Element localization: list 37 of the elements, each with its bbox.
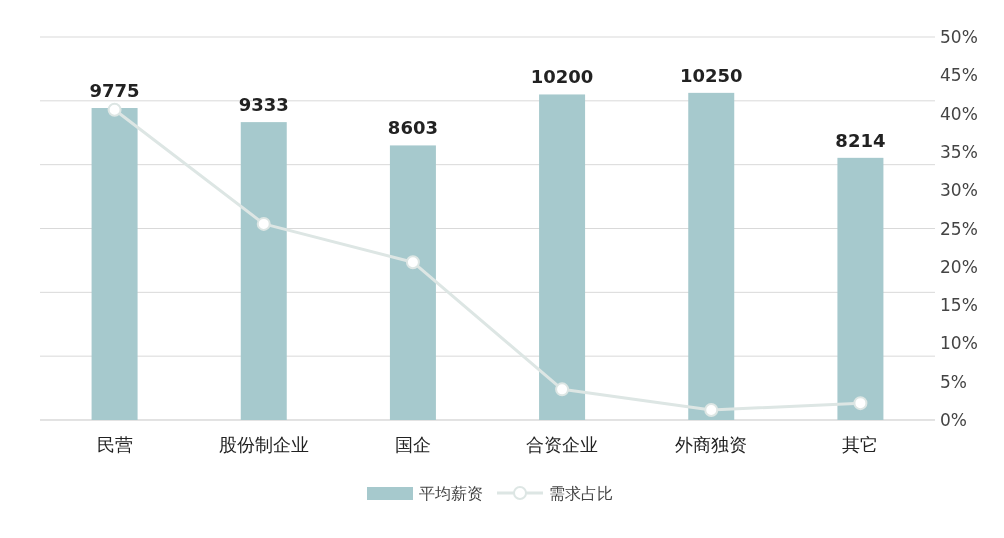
y2-tick-label: 35%	[940, 141, 978, 162]
data-label: 10200	[530, 66, 594, 88]
bar	[389, 145, 436, 420]
y2-tick-label: 15%	[940, 295, 978, 316]
bar	[240, 122, 287, 420]
y2-tick-label: 50%	[940, 27, 978, 47]
data-label: 9775	[89, 80, 140, 102]
y2-tick-label: 40%	[940, 103, 978, 124]
point	[256, 216, 271, 231]
bar	[91, 108, 138, 420]
point	[853, 396, 868, 411]
x-tick-label: 合资企业	[526, 434, 599, 455]
bar	[837, 157, 884, 420]
y2-tick-label: 0%	[940, 410, 967, 430]
x-tick-label: 其它	[842, 434, 879, 455]
y2-tick-label: 20%	[940, 256, 978, 277]
data-label: 8603	[387, 117, 438, 139]
data-label: 9333	[238, 94, 289, 116]
y2-tick-label: 45%	[940, 65, 978, 86]
x-tick-label: 民营	[96, 434, 133, 455]
y2-tick-label: 5%	[940, 371, 967, 392]
data-label: 8214	[835, 129, 886, 151]
point	[107, 102, 122, 117]
data-label: 10250	[679, 64, 743, 86]
x-tick-label: 股份制企业	[218, 434, 309, 455]
x-tick-label: 外商独资	[675, 434, 748, 455]
point	[405, 255, 420, 270]
point	[555, 382, 570, 397]
y2-tick-label: 30%	[940, 180, 978, 201]
legend-label: 平均薪资	[419, 484, 483, 503]
legend-label: 需求占比	[549, 484, 613, 503]
bar	[688, 92, 735, 420]
bar	[539, 94, 586, 420]
point	[704, 403, 719, 418]
x-tick-label: 国企	[394, 434, 431, 455]
y2-tick-label: 10%	[940, 333, 978, 354]
y2-tick-label: 25%	[940, 218, 978, 239]
